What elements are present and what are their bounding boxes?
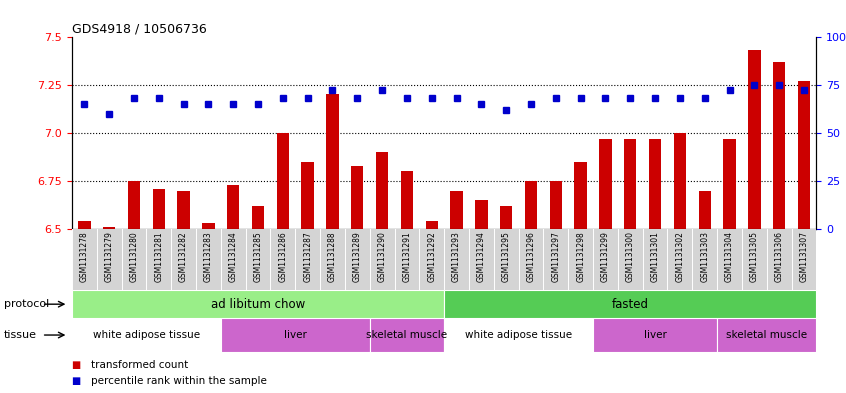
Text: GSM1131293: GSM1131293 (452, 231, 461, 282)
Text: GSM1131295: GSM1131295 (502, 231, 511, 282)
Bar (227, 185, 239, 229)
Bar (376, 152, 388, 229)
Bar (444, 318, 593, 352)
Text: GSM1131300: GSM1131300 (626, 231, 634, 282)
Bar (301, 162, 314, 229)
Bar (178, 191, 190, 229)
Bar (426, 221, 438, 229)
Text: GSM1131302: GSM1131302 (675, 231, 684, 282)
Text: liver: liver (644, 330, 667, 340)
Bar (500, 206, 513, 229)
Text: GSM1131281: GSM1131281 (154, 231, 163, 281)
Bar (574, 162, 587, 229)
Text: ■: ■ (72, 376, 85, 386)
Bar (699, 191, 711, 229)
Bar (72, 318, 221, 352)
Bar (649, 139, 662, 229)
Bar (798, 81, 810, 229)
Bar (401, 171, 413, 229)
Text: GSM1131284: GSM1131284 (228, 231, 238, 282)
Text: skeletal muscle: skeletal muscle (366, 330, 448, 340)
Bar (673, 133, 686, 229)
Bar (72, 290, 444, 318)
Bar (202, 223, 215, 229)
Text: GSM1131303: GSM1131303 (700, 231, 709, 282)
Bar (152, 189, 165, 229)
Text: GSM1131304: GSM1131304 (725, 231, 734, 282)
Bar (78, 221, 91, 229)
Bar (723, 139, 736, 229)
Text: liver: liver (283, 330, 307, 340)
Bar (103, 227, 115, 229)
Text: GSM1131282: GSM1131282 (179, 231, 188, 281)
Text: white adipose tissue: white adipose tissue (93, 330, 200, 340)
Bar (773, 62, 785, 229)
Text: GSM1131307: GSM1131307 (799, 231, 809, 282)
Text: GDS4918 / 10506736: GDS4918 / 10506736 (72, 22, 206, 35)
Bar (624, 139, 636, 229)
Text: GSM1131287: GSM1131287 (303, 231, 312, 282)
Bar (475, 200, 487, 229)
Text: tissue: tissue (4, 330, 37, 340)
Text: GSM1131286: GSM1131286 (278, 231, 288, 282)
Text: GSM1131280: GSM1131280 (129, 231, 139, 282)
Text: protocol: protocol (4, 299, 49, 309)
Text: GSM1131294: GSM1131294 (477, 231, 486, 282)
Bar (593, 318, 717, 352)
Bar (748, 50, 761, 229)
Bar (444, 290, 816, 318)
Bar (717, 318, 816, 352)
Text: fasted: fasted (612, 298, 649, 311)
Text: GSM1131296: GSM1131296 (526, 231, 536, 282)
Bar (327, 94, 338, 229)
Text: GSM1131290: GSM1131290 (377, 231, 387, 282)
Bar (450, 191, 463, 229)
Text: GSM1131279: GSM1131279 (105, 231, 113, 282)
Text: ad libitum chow: ad libitum chow (211, 298, 305, 311)
Bar (252, 206, 264, 229)
Bar (550, 181, 562, 229)
Text: GSM1131305: GSM1131305 (750, 231, 759, 282)
Text: GSM1131278: GSM1131278 (80, 231, 89, 282)
Text: transformed count: transformed count (91, 360, 188, 371)
Text: GSM1131291: GSM1131291 (403, 231, 411, 282)
Text: GSM1131299: GSM1131299 (601, 231, 610, 282)
Text: GSM1131306: GSM1131306 (775, 231, 783, 282)
Bar (370, 318, 444, 352)
Bar (221, 318, 370, 352)
Text: GSM1131297: GSM1131297 (552, 231, 560, 282)
Bar (277, 133, 289, 229)
Text: GSM1131292: GSM1131292 (427, 231, 437, 282)
Text: ■: ■ (72, 360, 85, 371)
Bar (128, 181, 140, 229)
Text: GSM1131301: GSM1131301 (651, 231, 660, 282)
Text: GSM1131288: GSM1131288 (328, 231, 337, 281)
Text: white adipose tissue: white adipose tissue (465, 330, 572, 340)
Text: GSM1131285: GSM1131285 (254, 231, 262, 282)
Text: percentile rank within the sample: percentile rank within the sample (91, 376, 266, 386)
Text: skeletal muscle: skeletal muscle (726, 330, 807, 340)
Text: GSM1131283: GSM1131283 (204, 231, 213, 282)
Bar (351, 165, 364, 229)
Text: GSM1131289: GSM1131289 (353, 231, 362, 282)
Bar (525, 181, 537, 229)
Bar (599, 139, 612, 229)
Text: GSM1131298: GSM1131298 (576, 231, 585, 282)
